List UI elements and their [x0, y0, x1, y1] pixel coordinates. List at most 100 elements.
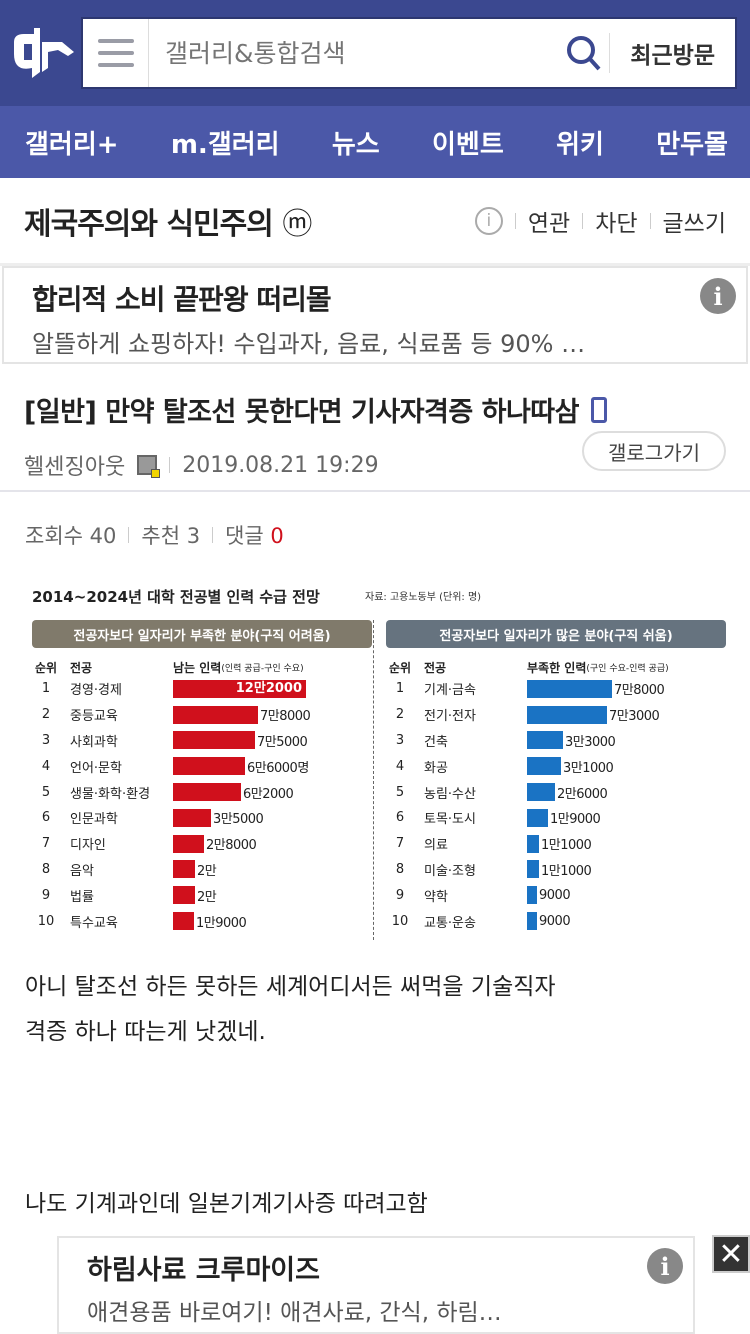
- bar-label: 1만1000: [541, 863, 592, 879]
- bar-label: 7만5000: [257, 734, 308, 750]
- bar: [527, 808, 548, 827]
- fixed-nick-icon: [137, 455, 161, 478]
- bar: [527, 679, 612, 698]
- bar-label: 1만9000: [550, 812, 601, 828]
- ad-desc: 애견용품 바로여기! 애견사료, 간식, 하림…: [87, 1300, 502, 1326]
- major: 약학: [424, 889, 448, 905]
- major: 법률: [70, 889, 94, 905]
- bar-label: 2만: [197, 889, 217, 905]
- nav-event[interactable]: 이벤트: [432, 129, 504, 160]
- search-input[interactable]: [149, 38, 560, 68]
- bar-label: 3만5000: [213, 812, 264, 828]
- bar-label: 6만2000: [243, 786, 294, 802]
- col-value: 남는 인력: [173, 660, 222, 675]
- nav-wiki[interactable]: 위키: [556, 129, 604, 160]
- bar: [527, 860, 539, 879]
- post-author[interactable]: 헬센징아웃: [24, 455, 126, 480]
- rank: 2: [395, 707, 405, 723]
- bar: [173, 834, 204, 853]
- ad-desc: 알뜰하게 쇼핑하자! 수입과자, 음료, 식료품 등 90% …: [32, 330, 586, 358]
- info-icon[interactable]: i: [474, 206, 503, 235]
- chart-row: 10 교통·운송 9000: [386, 908, 726, 934]
- major: 건축: [424, 734, 448, 750]
- block-button[interactable]: 차단: [595, 210, 638, 237]
- bar: [173, 705, 258, 724]
- major: 언어·문학: [70, 760, 122, 776]
- search-icon[interactable]: [559, 28, 609, 78]
- likes: 추천 3: [141, 524, 201, 548]
- menu-icon[interactable]: [83, 19, 149, 87]
- bar: [173, 731, 255, 750]
- major: 음악: [70, 863, 94, 879]
- post-title: [일반] 만약 탈조선 못한다면 기사자격증 하나따삼: [24, 397, 579, 428]
- major: 기계·금속: [424, 683, 476, 699]
- bar-label: 3만1000: [563, 760, 614, 776]
- col-major: 전공: [424, 660, 447, 675]
- post-body-line: 격증 하나 따는게 낫겠네.: [25, 1019, 266, 1045]
- chart-row: 8 미술·조형 1만1000: [386, 857, 726, 883]
- recent-visits-button[interactable]: 최근방문: [609, 33, 735, 73]
- major: 중등교육: [70, 709, 118, 725]
- rank: 9: [41, 887, 51, 903]
- major: 특수교육: [70, 915, 118, 931]
- bar-label: 9000: [539, 913, 571, 929]
- gallog-button[interactable]: 갤로그가기: [582, 431, 726, 471]
- chart-row: 1 기계·금속 7만8000: [386, 676, 726, 702]
- views: 조회수 40: [25, 524, 117, 548]
- major: 인문과학: [70, 812, 118, 828]
- nav-gallery-plus[interactable]: 갤러리+: [25, 129, 119, 160]
- nav-news[interactable]: 뉴스: [331, 129, 380, 160]
- ad-banner-top[interactable]: 합리적 소비 끝판왕 떠리몰 알뜰하게 쇼핑하자! 수입과자, 음료, 식료품 …: [2, 266, 748, 364]
- bar: [173, 783, 241, 802]
- chart-row: 5 농림·수산 2만6000: [386, 779, 726, 805]
- gallery-title[interactable]: 제국주의와 식민주의 ⓜ: [24, 206, 312, 242]
- rank: 5: [41, 784, 51, 800]
- rank: 1: [395, 681, 405, 697]
- nav-m-gallery[interactable]: m.갤러리: [170, 129, 280, 160]
- chart-row: 3 사회과학 7만5000: [32, 728, 372, 754]
- chart-row: 4 언어·문학 6만6000명: [32, 753, 372, 779]
- rank: 4: [395, 758, 405, 774]
- bar: [527, 834, 539, 853]
- major: 토목·도시: [424, 812, 476, 828]
- rank: 4: [41, 758, 51, 774]
- rank: 1: [41, 681, 51, 697]
- bar-label: 7만3000: [609, 709, 660, 725]
- write-button[interactable]: 글쓰기: [662, 210, 726, 237]
- bar-label: 2만: [197, 863, 217, 879]
- bar: [527, 705, 607, 724]
- chart-row: 8 음악 2만: [32, 857, 372, 883]
- bar: [173, 912, 194, 931]
- chart-row: 6 인문과학 3만5000: [32, 805, 372, 831]
- bar: [173, 886, 195, 905]
- close-icon[interactable]: ✕: [712, 1235, 750, 1273]
- bar: [527, 757, 561, 776]
- ad-banner-bottom[interactable]: 하림사료 크루마이즈 애견용품 바로여기! 애견사료, 간식, 하림… i: [57, 1236, 695, 1334]
- major: 디자인: [70, 838, 106, 854]
- chart-row: 3 건축 3만3000: [386, 728, 726, 754]
- chart-row: 1 경영·경제 12만2000: [32, 676, 372, 702]
- ad-info-icon[interactable]: i: [700, 278, 736, 314]
- bar: [173, 757, 245, 776]
- chart-row: 9 약학 9000: [386, 882, 726, 908]
- minor-gallery-badge: ⓜ: [282, 206, 312, 242]
- related-button[interactable]: 연관: [527, 210, 571, 237]
- bar-label: 7만8000: [260, 709, 311, 725]
- panel-header: 전공자보다 일자리가 부족한 분야(구직 어려움): [32, 620, 372, 648]
- bar: [527, 731, 563, 750]
- col-note: (인력 공급-구인 수요): [221, 663, 304, 674]
- rank: 6: [395, 810, 405, 826]
- nav-mandu-mall[interactable]: 만두몰: [656, 129, 728, 160]
- chart-row: 6 토목·도시 1만9000: [386, 805, 726, 831]
- rank: 8: [41, 861, 51, 877]
- comments: 댓글 0: [225, 524, 284, 548]
- dc-logo[interactable]: [10, 28, 78, 80]
- rank: 10: [391, 913, 409, 929]
- major: 생물·화학·환경: [70, 786, 151, 802]
- rank: 10: [37, 913, 55, 929]
- chart-row: 5 생물·화학·환경 6만2000: [32, 779, 372, 805]
- panel-shortage: 전공자보다 일자리가 많은 분야(구직 쉬움) 순위 전공 부족한 인력 (구인 수요…: [386, 620, 726, 934]
- ad-info-icon[interactable]: i: [647, 1248, 683, 1284]
- rank: 7: [41, 836, 51, 852]
- col-rank: 순위: [388, 660, 412, 675]
